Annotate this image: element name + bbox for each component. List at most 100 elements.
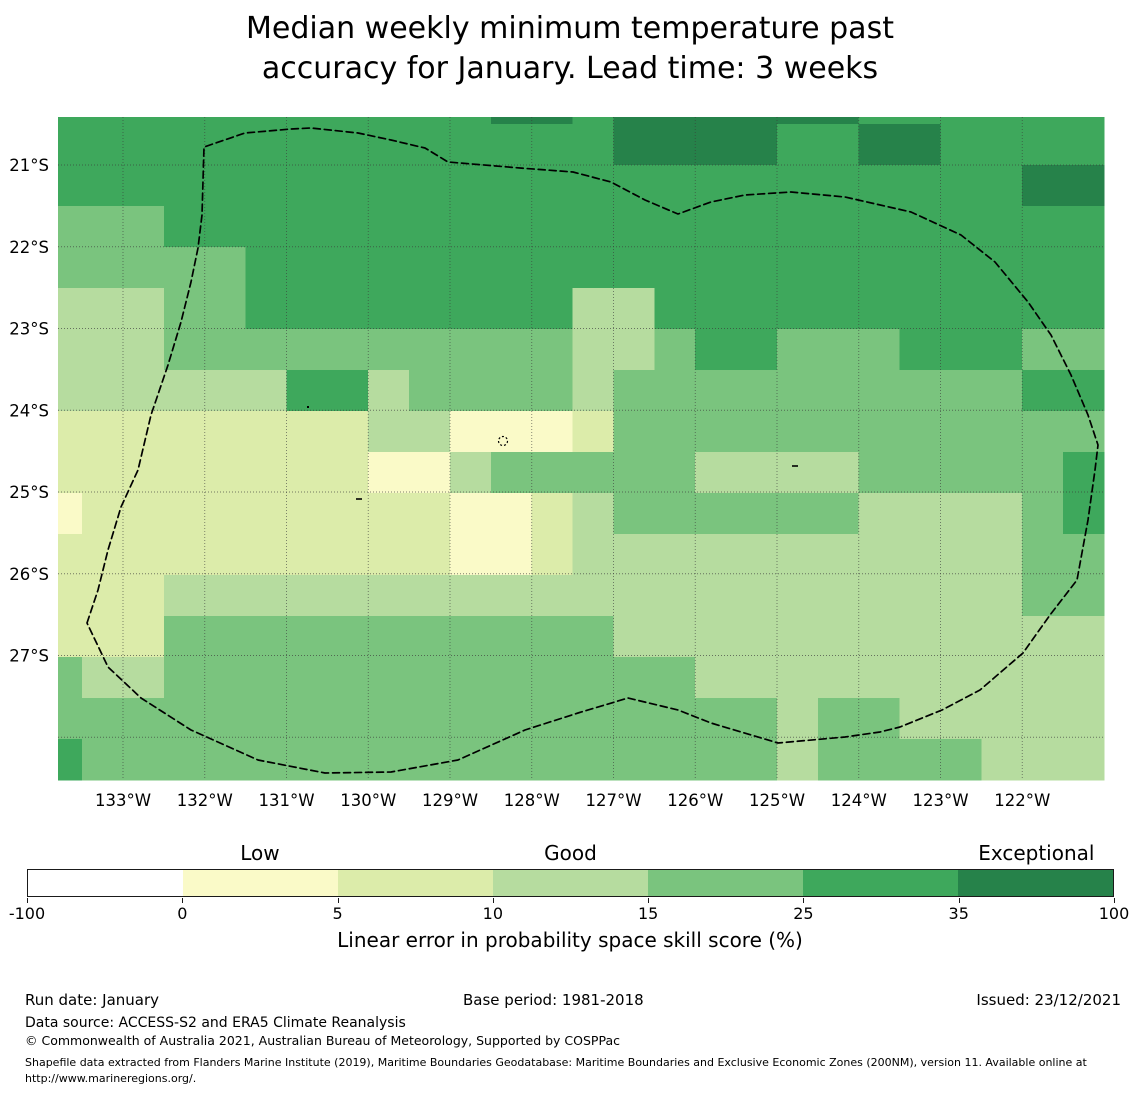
map-cell (245, 616, 287, 658)
map-cell (572, 534, 614, 576)
map-cell (858, 452, 901, 494)
map-cell (368, 575, 410, 617)
map-cell (899, 124, 941, 166)
map-cell (1063, 657, 1105, 699)
map-cell (817, 206, 860, 248)
colorbar-category-labels: Low Good Exceptional (27, 841, 1114, 867)
map-cell (654, 698, 696, 740)
chart-title-line2: accuracy for January. Lead time: 3 weeks (261, 51, 879, 86)
colorbar-tickmark (1114, 898, 1115, 903)
map-cell (981, 616, 1023, 658)
map-cell (204, 117, 247, 125)
map-cell (204, 575, 247, 617)
map-cell (736, 117, 778, 125)
map-cell (654, 370, 696, 412)
map-cell (776, 117, 819, 125)
map-cell (1022, 117, 1064, 125)
map-cell (776, 739, 819, 781)
map-cell (122, 124, 165, 166)
map-cell (817, 288, 860, 330)
map-cell (858, 117, 901, 125)
map-cell (82, 452, 124, 494)
map-cell (82, 575, 124, 617)
map-cell (572, 452, 614, 494)
map-cell (736, 288, 778, 330)
map-cell (531, 329, 574, 371)
map-cell (940, 329, 982, 371)
map-cell (327, 452, 369, 494)
map-cell (409, 117, 451, 125)
map-cell (286, 698, 328, 740)
map-cell (572, 329, 614, 371)
map-cell (613, 288, 655, 330)
map-cell (776, 411, 819, 453)
map-cell (858, 739, 901, 781)
map-cell (572, 411, 614, 453)
map-cell (58, 329, 83, 371)
map-cell (1022, 247, 1064, 289)
map-cell (122, 739, 165, 781)
map-cell (58, 452, 83, 494)
colorbar-tickmark (648, 898, 650, 903)
map-cell (531, 534, 574, 576)
map-cell (981, 370, 1023, 412)
map-cell (82, 288, 124, 330)
colorbar-tick-label: -100 (8, 904, 46, 923)
map-heatmap: 133°W 132°W 131°W 130°W 129°W 128°W 127°W 126°W… (9, 117, 1105, 810)
map-cell (327, 698, 369, 740)
map-cell (490, 411, 533, 453)
map-cell (613, 698, 655, 740)
map-cell (940, 117, 982, 125)
x-axis-tick-label: 133°W (95, 791, 151, 810)
map-cell (1022, 493, 1064, 535)
map-cell (490, 124, 533, 166)
map-cell (204, 534, 247, 576)
map-cell (449, 575, 492, 617)
map-cell (449, 124, 492, 166)
map-cell (490, 329, 533, 371)
map-cell (122, 370, 165, 412)
map-cell (899, 534, 941, 576)
map-cell (82, 616, 124, 658)
map-cell (327, 117, 369, 125)
map-cell (163, 493, 206, 535)
map-cell (695, 739, 737, 781)
map-cell (736, 493, 778, 535)
map-cell (286, 411, 328, 453)
map-cell (368, 411, 410, 453)
map-cell (736, 657, 778, 699)
map-cell (204, 370, 247, 412)
map-cell (981, 124, 1023, 166)
x-axis-tick-label: 132°W (177, 791, 233, 810)
map-cell (572, 493, 614, 535)
map-cell (531, 739, 574, 781)
map-cell (82, 124, 124, 166)
map-cell (245, 329, 287, 371)
map-cell (1063, 117, 1105, 125)
map-cell (245, 534, 287, 576)
map-cell (245, 117, 287, 125)
map-cell (858, 370, 901, 412)
colorbar-tick-label: 35 (948, 904, 969, 923)
map-cell (327, 165, 369, 207)
map-cell (940, 534, 982, 576)
map-cell (368, 657, 410, 699)
map-cell (490, 117, 533, 125)
chart-title-line1: Median weekly minimum temperature past (246, 11, 894, 46)
map-cell (981, 117, 1023, 125)
map-cell (654, 124, 696, 166)
map-cell (531, 124, 574, 166)
map-cell (1022, 698, 1064, 740)
map-cell (531, 288, 574, 330)
x-axis-tick-label: 130°W (340, 791, 396, 810)
colorbar-category-label: Good (544, 841, 597, 865)
map-cell (409, 698, 451, 740)
map-cell (1022, 657, 1064, 699)
map-cell (858, 575, 901, 617)
map-cell (409, 534, 451, 576)
map-cell (368, 124, 410, 166)
map-cell (327, 370, 369, 412)
map-cell (940, 206, 982, 248)
map-cell (449, 493, 492, 535)
map-cell (163, 657, 206, 699)
